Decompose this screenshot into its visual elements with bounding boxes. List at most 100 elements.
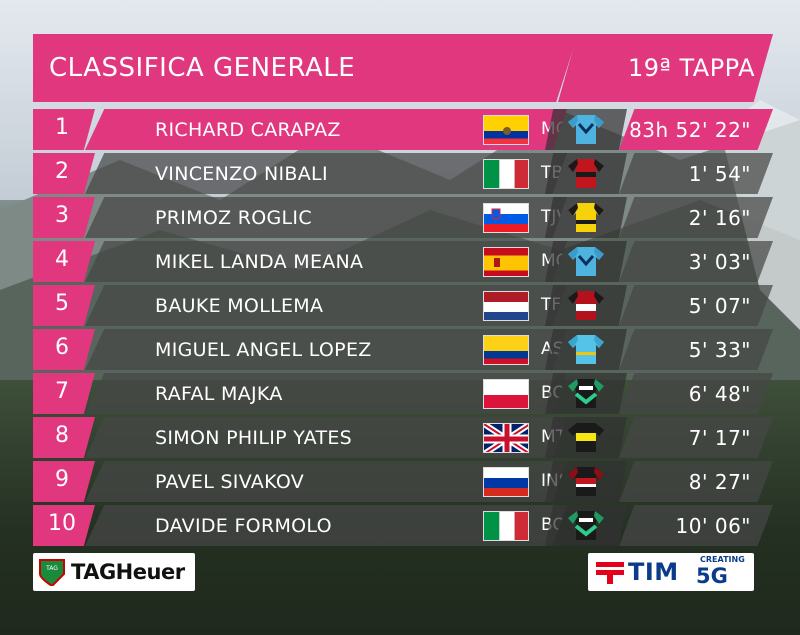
- rider-position: 8: [55, 423, 69, 448]
- tim-creating-text: CREATING: [700, 555, 745, 564]
- italy-flag-icon: [483, 159, 529, 189]
- time-panel: 10' 06": [619, 505, 773, 546]
- rider-name: PRIMOZ ROGLIC: [155, 207, 312, 229]
- jersey-panel: [545, 285, 627, 326]
- rider-name: MIGUEL ANGEL LOPEZ: [155, 339, 372, 361]
- rider-time: 3' 03": [688, 250, 751, 274]
- rider-time: 2' 16": [688, 206, 751, 230]
- rider-panel: DAVIDE FORMOLOBOH: [85, 505, 567, 546]
- rider-panel: PAVEL SIVAKOVINS: [85, 461, 567, 502]
- mitchelton-scott-jersey-icon: [567, 422, 605, 453]
- jersey-panel: [545, 109, 627, 150]
- jumbo-visma-jersey-icon: [567, 202, 605, 233]
- position-badge: 9: [33, 461, 95, 502]
- rider-name: PAVEL SIVAKOV: [155, 471, 305, 493]
- jersey-panel: [545, 329, 627, 370]
- rider-time: 7' 17": [688, 426, 751, 450]
- rider-position: 6: [55, 335, 69, 360]
- jersey-panel: [545, 505, 627, 546]
- rider-position: 3: [55, 203, 69, 228]
- rider-position: 10: [48, 511, 76, 536]
- standings-row: MIGUEL ANGEL LOPEZAST 5' 33" 6: [33, 329, 773, 370]
- position-badge: 7: [33, 373, 95, 414]
- rider-position: 9: [55, 467, 69, 492]
- position-badge: 6: [33, 329, 95, 370]
- rider-time: 10' 06": [675, 514, 751, 538]
- movistar-jersey-icon: [567, 114, 605, 145]
- standings-row: VINCENZO NIBALITBM 1' 54" 2: [33, 153, 773, 194]
- bora-hansgrohe-jersey-icon: [567, 510, 605, 541]
- stage-label: 19ª TAPPA: [628, 54, 756, 82]
- standings-title: CLASSIFICA GENERALE: [49, 53, 356, 83]
- stage-banner: 19ª TAPPA: [558, 34, 773, 102]
- standings-row: RICHARD CARAPAZMOV 83h 52' 22" 1: [33, 109, 773, 150]
- position-badge: 8: [33, 417, 95, 458]
- rider-name: MIKEL LANDA MEANA: [155, 251, 364, 273]
- position-badge: 1: [33, 109, 95, 150]
- rider-name: BAUKE MOLLEMA: [155, 295, 324, 317]
- position-badge: 10: [33, 505, 95, 546]
- rider-position: 1: [55, 115, 69, 140]
- position-badge: 4: [33, 241, 95, 282]
- rider-panel: BAUKE MOLLEMATFS: [85, 285, 567, 326]
- rider-time: 5' 07": [688, 294, 751, 318]
- italy-flag-icon: [483, 511, 529, 541]
- standings-row: SIMON PHILIP YATESMTS 7' 17" 8: [33, 417, 773, 458]
- rider-time: 8' 27": [688, 470, 751, 494]
- rider-name: DAVIDE FORMOLO: [155, 515, 332, 537]
- standings-header: CLASSIFICA GENERALE 19ª TAPPA: [33, 34, 773, 102]
- rider-panel: RICHARD CARAPAZMOV: [85, 109, 567, 150]
- time-panel: 7' 17": [619, 417, 773, 458]
- rider-panel: RAFAL MAJKABOH: [85, 373, 567, 414]
- rider-panel: MIGUEL ANGEL LOPEZAST: [85, 329, 567, 370]
- spain-flag-icon: [483, 247, 529, 277]
- rider-position: 5: [55, 291, 69, 316]
- position-badge: 2: [33, 153, 95, 194]
- astana-jersey-icon: [567, 334, 605, 365]
- netherlands-flag-icon: [483, 291, 529, 321]
- tim-5g-logo: TIM CREATING 5G: [588, 553, 754, 591]
- slovenia-flag-icon: [483, 203, 529, 233]
- jersey-panel: [545, 417, 627, 458]
- jersey-panel: [545, 197, 627, 238]
- uk-flag-icon: [483, 423, 529, 453]
- trek-segafredo-jersey-icon: [567, 290, 605, 321]
- rider-panel: VINCENZO NIBALITBM: [85, 153, 567, 194]
- time-panel: 5' 07": [619, 285, 773, 326]
- rider-panel: SIMON PHILIP YATESMTS: [85, 417, 567, 458]
- poland-flag-icon: [483, 379, 529, 409]
- tag-heuer-text: TAGHeuer: [71, 560, 185, 584]
- standings-row: RAFAL MAJKABOH 6' 48" 7: [33, 373, 773, 414]
- standings-row: PAVEL SIVAKOVINS 8' 27" 9: [33, 461, 773, 502]
- rider-name: SIMON PHILIP YATES: [155, 427, 353, 449]
- bora-hansgrohe-jersey-icon: [567, 378, 605, 409]
- movistar-jersey-icon: [567, 246, 605, 277]
- jersey-panel: [545, 153, 627, 194]
- rider-position: 7: [55, 379, 69, 404]
- rider-position: 4: [55, 247, 69, 272]
- rider-time: 5' 33": [688, 338, 751, 362]
- rider-time: 83h 52' 22": [629, 118, 751, 142]
- rider-time: 1' 54": [688, 162, 751, 186]
- tag-heuer-shield-icon: TAG: [39, 559, 65, 586]
- rider-name: VINCENZO NIBALI: [155, 163, 328, 185]
- jersey-panel: [545, 241, 627, 282]
- time-panel: 1' 54": [619, 153, 773, 194]
- position-badge: 3: [33, 197, 95, 238]
- rider-time: 6' 48": [688, 382, 751, 406]
- time-panel: 5' 33": [619, 329, 773, 370]
- jersey-panel: [545, 461, 627, 502]
- rider-name: RICHARD CARAPAZ: [155, 119, 341, 141]
- position-badge: 5: [33, 285, 95, 326]
- colombia-flag-icon: [483, 335, 529, 365]
- rider-position: 2: [55, 159, 69, 184]
- ecuador-flag-icon: [483, 115, 529, 145]
- time-panel: 6' 48": [619, 373, 773, 414]
- standings-row: MIKEL LANDA MEANAMOV 3' 03" 4: [33, 241, 773, 282]
- tag-heuer-logo: TAG TAGHeuer: [33, 553, 195, 591]
- ineos-jersey-icon: [567, 466, 605, 497]
- title-banner: CLASSIFICA GENERALE: [33, 34, 578, 102]
- rider-panel: PRIMOZ ROGLICTJV: [85, 197, 567, 238]
- rider-panel: MIKEL LANDA MEANAMOV: [85, 241, 567, 282]
- standings-row: DAVIDE FORMOLOBOH 10' 06" 10: [33, 505, 773, 546]
